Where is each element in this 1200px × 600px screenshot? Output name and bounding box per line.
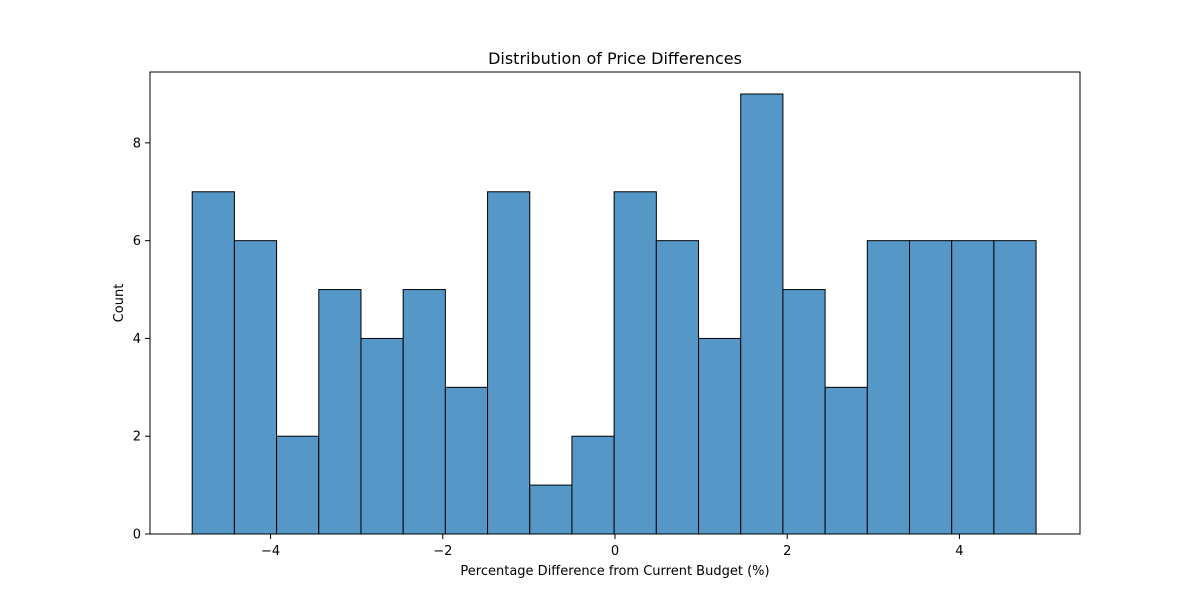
y-tick-label: 6 <box>133 234 141 249</box>
histogram-bar <box>571 435 615 535</box>
histogram-bar <box>276 435 320 535</box>
x-axis-label: Percentage Difference from Current Budge… <box>460 564 769 579</box>
histogram-bar <box>824 386 868 535</box>
histogram-bar <box>909 240 953 535</box>
y-axis-ticks: 0 2 4 6 8 <box>133 136 150 543</box>
y-tick-label: 8 <box>133 136 141 151</box>
histogram-bar <box>360 337 404 535</box>
x-tick-label: 4 <box>955 544 963 559</box>
histogram-bar <box>233 240 278 535</box>
y-axis-label: Count <box>112 284 127 323</box>
histogram-bar <box>993 240 1037 535</box>
histogram-bar <box>782 289 826 535</box>
histogram-bar <box>402 289 446 535</box>
y-tick-label: 2 <box>133 430 141 445</box>
histogram-bar <box>951 240 995 535</box>
histogram-bar <box>740 93 784 535</box>
histogram-bar <box>444 386 489 535</box>
x-tick-label: 0 <box>611 544 619 559</box>
y-tick-label: 4 <box>133 332 141 347</box>
x-tick-label: −4 <box>261 544 280 559</box>
x-axis-ticks: −4 −2 0 2 4 <box>261 534 964 559</box>
histogram-bar <box>529 484 573 535</box>
histogram-bars <box>191 93 1037 535</box>
histogram-bar <box>487 191 531 535</box>
histogram-bar <box>866 240 910 535</box>
histogram-bar <box>698 337 742 535</box>
y-tick-label: 0 <box>133 528 141 543</box>
histogram-bar <box>191 191 235 535</box>
chart-title: Distribution of Price Differences <box>488 49 742 68</box>
x-tick-label: −2 <box>433 544 452 559</box>
histogram-bar <box>318 289 362 535</box>
histogram-bar <box>655 240 700 535</box>
histogram-bar <box>613 191 657 535</box>
x-tick-label: 2 <box>783 544 791 559</box>
